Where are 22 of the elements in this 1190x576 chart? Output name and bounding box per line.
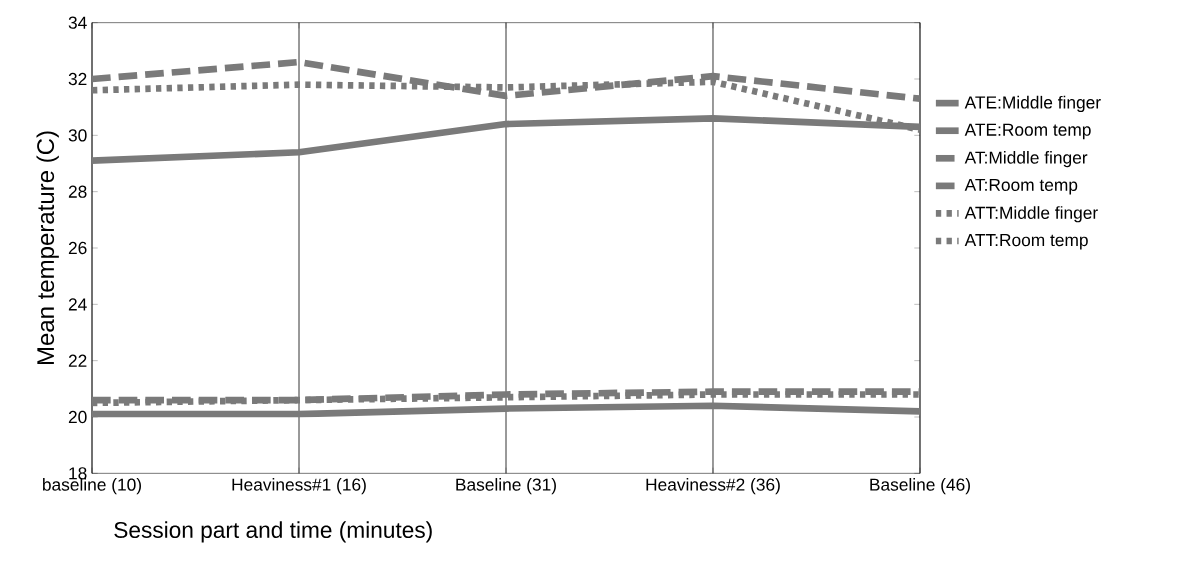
x-tick-label: Baseline (46) xyxy=(870,478,970,495)
y-tick-label: 28 xyxy=(68,185,87,198)
legend-label: AT:Middle finger xyxy=(964,151,1088,168)
x-tick-label: baseline (10) xyxy=(43,478,141,495)
y-tick-label: 18 xyxy=(69,467,87,480)
legend-label: ATE:Room temp xyxy=(964,123,1091,140)
legend-label: AT:Room temp xyxy=(964,178,1078,195)
x-axis-title: Session part and time (minutes) xyxy=(114,521,432,543)
y-tick-label: 32 xyxy=(68,72,87,86)
legend-label: ATT:Middle finger xyxy=(964,206,1098,223)
y-axis-title: Mean temperature (C) xyxy=(36,131,59,365)
y-tick-label: 20 xyxy=(68,410,87,424)
legend-label: ATT:Room temp xyxy=(964,234,1088,250)
y-tick-label: 34 xyxy=(68,16,87,29)
y-tick-label: 30 xyxy=(68,129,87,142)
y-tick-label: 26 xyxy=(68,241,87,255)
legend-label: ATE:Middle finger xyxy=(964,95,1101,113)
y-tick-label: 24 xyxy=(68,298,87,311)
x-tick-label: Heaviness#2 (36) xyxy=(646,478,780,495)
y-tick-label: 22 xyxy=(68,354,87,367)
x-tick-label: Baseline (31) xyxy=(456,478,556,495)
x-tick-label: Heaviness#1 (16) xyxy=(232,478,366,495)
